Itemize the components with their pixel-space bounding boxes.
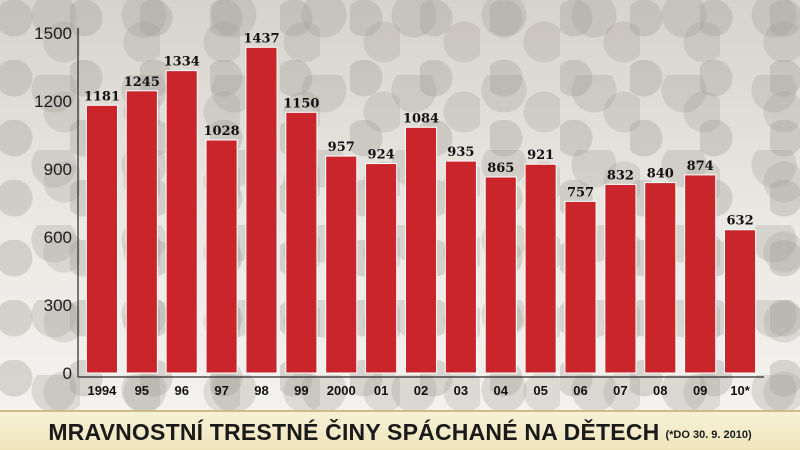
data-label: 924 <box>368 148 395 163</box>
x-tick-label: 09 <box>693 383 707 398</box>
y-tick-label: 0 <box>63 364 72 383</box>
data-label: 757 <box>567 185 594 200</box>
bar <box>564 200 597 374</box>
y-tick-label: 1500 <box>34 24 72 43</box>
x-tick-label: 07 <box>613 383 627 398</box>
bar <box>444 160 477 374</box>
x-tick-label: 96 <box>174 383 188 398</box>
x-tick-label: 03 <box>454 383 468 398</box>
data-label: 921 <box>527 148 554 163</box>
data-label: 840 <box>647 167 674 182</box>
data-label: 1028 <box>203 124 239 139</box>
data-label: 632 <box>726 214 753 229</box>
bar <box>85 104 118 374</box>
data-label: 832 <box>607 168 634 183</box>
x-tick-label: 06 <box>573 383 587 398</box>
x-tick-label: 10* <box>730 383 750 398</box>
x-tick-label: 05 <box>533 383 547 398</box>
y-tick-label: 300 <box>44 296 72 315</box>
bar <box>684 174 717 374</box>
x-tick-label: 01 <box>374 383 388 398</box>
data-label: 1150 <box>283 96 319 111</box>
bar <box>524 163 557 374</box>
x-tick-label: 97 <box>214 383 228 398</box>
x-tick-label: 08 <box>653 383 667 398</box>
chart-title: MRAVNOSTNÍ TRESTNÉ ČINY SPÁCHANÉ NA DĚTE… <box>48 418 660 445</box>
bar <box>604 183 637 374</box>
bar <box>245 46 278 374</box>
bar <box>125 90 158 374</box>
bar <box>724 229 757 374</box>
y-tick-label: 900 <box>44 160 72 179</box>
x-tick-label: 1994 <box>87 383 117 398</box>
bar <box>285 111 318 374</box>
title-banner: MRAVNOSTNÍ TRESTNÉ ČINY SPÁCHANÉ NA DĚTE… <box>0 410 800 450</box>
data-label: 957 <box>328 140 355 155</box>
bar <box>165 70 198 374</box>
bar <box>365 163 398 374</box>
x-tick-label: 02 <box>414 383 428 398</box>
data-label: 1437 <box>243 31 279 46</box>
x-tick-label: 99 <box>294 383 308 398</box>
data-label: 1084 <box>403 111 439 126</box>
x-tick-label: 04 <box>494 383 509 398</box>
data-label: 1245 <box>124 75 160 90</box>
x-tick-label: 98 <box>254 383 268 398</box>
data-label: 874 <box>687 159 714 174</box>
y-tick-label: 1200 <box>34 92 72 111</box>
bar <box>644 182 677 374</box>
bar-chart: 0 300 600 900 1200 1500 1181 1994 1245 95 1334 96 10… <box>34 24 764 398</box>
bar <box>205 139 238 374</box>
x-tick-label: 2000 <box>327 383 356 398</box>
data-label: 935 <box>447 145 474 160</box>
x-tick-label: 95 <box>135 383 149 398</box>
data-label: 865 <box>487 161 514 176</box>
data-label: 1334 <box>164 55 200 70</box>
bar <box>325 155 358 374</box>
bar <box>484 176 517 374</box>
chart-note: (*DO 30. 9. 2010) <box>665 429 752 441</box>
y-tick-label: 600 <box>44 228 72 247</box>
bar <box>404 126 438 374</box>
data-label: 1181 <box>84 89 120 104</box>
